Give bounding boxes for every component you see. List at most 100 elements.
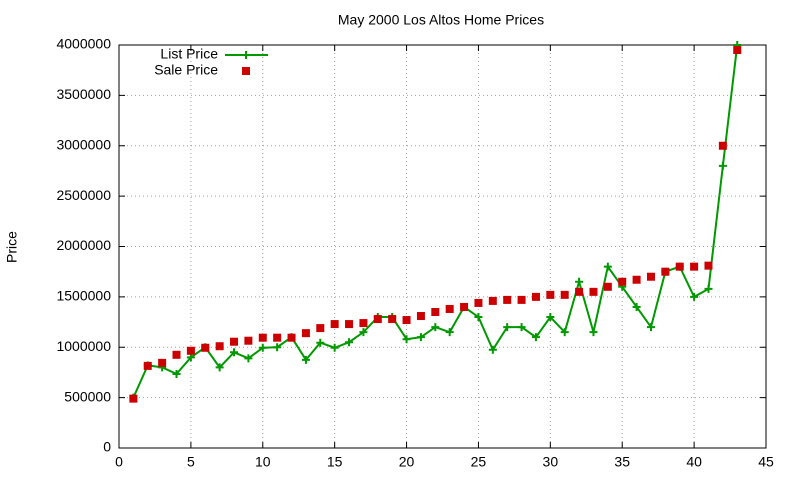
point-marker — [474, 298, 483, 307]
point-marker — [603, 262, 612, 271]
point-marker — [244, 354, 253, 363]
point-marker — [172, 350, 181, 359]
x-tick-label: 45 — [758, 454, 774, 470]
point-marker — [690, 292, 699, 301]
point-marker — [661, 267, 670, 276]
point-marker — [546, 290, 555, 299]
point-marker — [546, 313, 555, 322]
x-tick-label: 5 — [187, 454, 195, 470]
point-marker — [589, 328, 598, 337]
point-marker — [359, 328, 368, 337]
point-marker — [330, 343, 339, 352]
point-marker — [474, 313, 483, 322]
point-marker — [330, 320, 339, 329]
point-marker — [316, 324, 325, 333]
point-marker — [445, 304, 454, 313]
legend-marker — [242, 67, 250, 75]
point-marker — [230, 337, 239, 346]
point-marker — [517, 295, 526, 304]
point-marker — [503, 295, 512, 304]
point-marker — [603, 282, 612, 291]
point-marker — [503, 323, 512, 332]
y-tick-label: 500000 — [64, 388, 111, 404]
x-tick-label: 10 — [255, 454, 271, 470]
point-marker — [575, 287, 584, 296]
point-marker — [287, 333, 296, 342]
y-tick-label: 1000000 — [56, 338, 111, 354]
point-marker — [690, 262, 699, 271]
point-marker — [718, 141, 727, 150]
point-marker — [158, 358, 167, 367]
point-marker — [531, 333, 540, 342]
point-marker — [416, 333, 425, 342]
point-marker — [345, 338, 354, 347]
y-axis-label: Price — [4, 231, 20, 263]
point-marker — [646, 272, 655, 281]
point-marker — [560, 328, 569, 337]
point-marker — [172, 369, 181, 378]
series-line — [132, 44, 739, 399]
point-marker — [301, 355, 310, 364]
point-marker — [258, 343, 267, 352]
x-tick-label: 15 — [327, 454, 343, 470]
point-marker — [646, 323, 655, 332]
point-marker — [632, 275, 641, 284]
y-tick-label: 3000000 — [56, 136, 111, 152]
x-tick-label: 35 — [614, 454, 630, 470]
point-marker — [301, 329, 310, 338]
y-tick-label: 4000000 — [56, 36, 111, 52]
point-marker — [632, 302, 641, 311]
point-marker — [517, 323, 526, 332]
point-marker — [416, 312, 425, 321]
point-marker — [560, 290, 569, 299]
point-marker — [215, 363, 224, 372]
point-marker — [258, 333, 267, 342]
point-marker — [359, 319, 368, 328]
point-marker — [201, 343, 210, 352]
point-marker — [589, 287, 598, 296]
point-marker — [215, 342, 224, 351]
chart-title: May 2000 Los Altos Home Prices — [338, 12, 544, 28]
point-marker — [186, 346, 195, 355]
point-marker — [402, 316, 411, 325]
point-marker — [704, 284, 713, 293]
point-marker — [531, 292, 540, 301]
point-marker — [445, 328, 454, 337]
point-marker — [460, 302, 469, 311]
point-marker — [316, 338, 325, 347]
point-marker — [273, 333, 282, 342]
y-tick-label: 3500000 — [56, 86, 111, 102]
point-marker — [244, 336, 253, 345]
point-marker — [704, 261, 713, 270]
point-marker — [388, 315, 397, 324]
point-marker — [129, 394, 138, 403]
legend-label: List Price — [160, 46, 218, 62]
y-tick-label: 1500000 — [56, 288, 111, 304]
x-tick-label: 25 — [471, 454, 487, 470]
x-tick-label: 20 — [399, 454, 415, 470]
point-marker — [488, 296, 497, 305]
x-tick-label: 30 — [543, 454, 559, 470]
point-marker — [575, 277, 584, 286]
legend-label: Sale Price — [154, 62, 218, 78]
point-marker — [345, 320, 354, 329]
point-marker — [718, 161, 727, 170]
point-marker — [143, 361, 152, 370]
point-marker — [618, 277, 627, 286]
plot-frame — [118, 44, 767, 449]
point-marker — [230, 348, 239, 357]
x-tick-label: 0 — [115, 454, 123, 470]
y-tick-label: 2000000 — [56, 237, 111, 253]
point-marker — [488, 345, 497, 354]
point-marker — [675, 262, 684, 271]
y-tick-label: 2500000 — [56, 187, 111, 203]
legend-marker — [242, 51, 250, 59]
point-marker — [431, 323, 440, 332]
y-tick-label: 0 — [103, 439, 111, 455]
point-marker — [402, 335, 411, 344]
point-marker — [431, 307, 440, 316]
point-marker — [273, 343, 282, 352]
point-marker — [733, 46, 742, 55]
x-tick-label: 40 — [686, 454, 702, 470]
